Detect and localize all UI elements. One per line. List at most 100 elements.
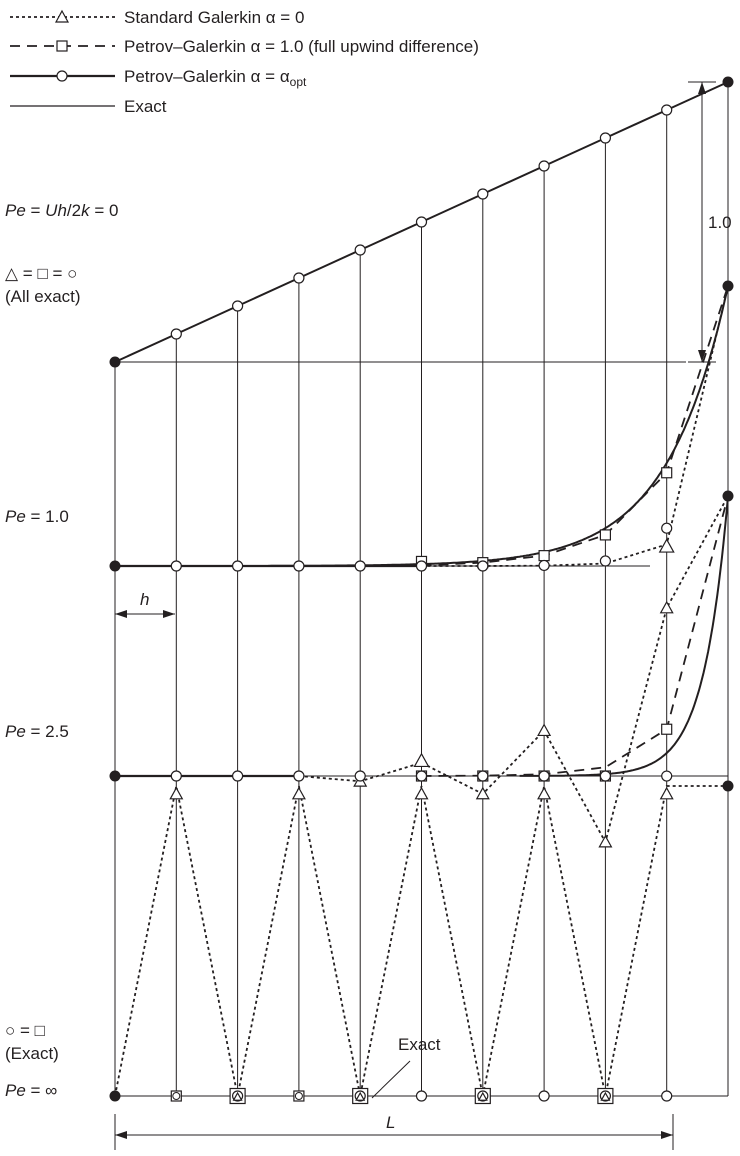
note-exact: (Exact) <box>5 1044 59 1063</box>
legend-label-upwind: Petrov–Galerkin α = 1.0 (full upwind dif… <box>124 37 479 56</box>
node-circle-pe-1 <box>415 560 428 572</box>
pe-label-infinity: Pe = ∞ <box>5 1081 57 1100</box>
node-circle-pe-2-5 <box>599 770 612 782</box>
line-pe-2-5-upwind <box>421 495 729 777</box>
node-dot-pe-2-5-left <box>109 770 121 782</box>
line-pe-1-exact <box>268 285 729 567</box>
legend-label-optimal: Petrov–Galerkin α = αopt <box>124 67 307 89</box>
node-square-pe-1 <box>661 467 673 479</box>
node-triangle-pe-infinity <box>169 786 184 800</box>
node-triangle-pe-infinity <box>477 1091 488 1101</box>
node-circle-pe-0 <box>599 132 612 144</box>
dimension-h: h <box>115 590 175 618</box>
node-circle-pe-0 <box>293 272 305 284</box>
node-circle-pe-2-5 <box>538 770 550 782</box>
pe-label-1: Pe = 1.0 <box>5 507 69 526</box>
node-circle-pe-1 <box>170 560 182 572</box>
node-circle-pe-1 <box>477 560 489 572</box>
node-circle-pe-0 <box>232 300 244 312</box>
node-circle-pe-0 <box>477 188 489 200</box>
arrow-right-icon <box>163 610 175 618</box>
node-circle-pe-0 <box>170 328 182 340</box>
node-dot-pe-0-right <box>722 76 734 88</box>
note-all-exact: (All exact) <box>5 287 81 306</box>
node-square-pe-1 <box>538 550 550 562</box>
node-square-pe-1 <box>599 529 612 541</box>
node-triangle-pe-infinity <box>291 786 306 800</box>
node-circle-pe-0 <box>538 160 550 172</box>
node-triangle-pe-2-5 <box>598 834 613 848</box>
node-circle-pe-infinity <box>538 1090 550 1102</box>
node-triangle-pe-infinity <box>232 1091 243 1101</box>
square-marker-icon <box>56 40 68 52</box>
node-dot-pe-infinity-left <box>109 1090 121 1102</box>
arrow-left-icon <box>115 1131 127 1139</box>
legend-entry-exact: Exact <box>10 97 167 116</box>
node-circle-pe-0 <box>354 244 366 256</box>
node-triangle-pe-2-5 <box>659 600 674 614</box>
node-triangle-pe-infinity <box>355 1091 366 1101</box>
node-circle-pe-2-5 <box>232 770 244 782</box>
line-pe-infinity-galerkin <box>114 785 728 1097</box>
dimension-height: 1.0 <box>688 81 732 363</box>
legend-entry-upwind: Petrov–Galerkin α = 1.0 (full upwind dif… <box>10 37 479 56</box>
node-square-pe-2-5 <box>661 723 673 735</box>
node-triangle-pe-infinity <box>659 786 674 800</box>
node-dot-pe-1-left <box>109 560 121 572</box>
plot-area <box>109 76 734 1105</box>
node-circle-pe-1 <box>661 522 673 534</box>
node-dot-pe-infinity-right <box>722 780 734 792</box>
note-all-equal: △ = □ = ○ <box>5 264 77 283</box>
arrow-left-icon <box>115 610 127 618</box>
node-circle-pe-infinity <box>415 1090 428 1102</box>
line-pe-1-upwind <box>421 285 729 567</box>
node-dot-pe-0-left <box>109 356 121 368</box>
node-circle-pe-infinity <box>172 1092 181 1100</box>
node-triangle-pe-infinity <box>537 786 552 800</box>
circle-marker-icon <box>56 70 68 82</box>
arrow-right-icon <box>661 1131 673 1139</box>
node-circle-pe-2-5 <box>661 770 673 782</box>
arrow-down-icon <box>698 350 706 362</box>
node-circle-pe-2-5 <box>354 770 366 782</box>
legend-entry-optimal: Petrov–Galerkin α = αopt <box>10 67 307 89</box>
node-triangle-pe-1 <box>658 538 675 553</box>
triangle-marker-icon <box>54 9 70 23</box>
dimension-length: L <box>114 1113 674 1150</box>
line-pe-2-5-galerkin <box>298 495 729 845</box>
node-dot-pe-2-5-right <box>722 490 734 502</box>
node-circle-pe-1 <box>232 560 244 572</box>
node-triangle-pe-2-5 <box>413 752 430 768</box>
arrow-up-icon <box>698 82 706 94</box>
node-triangle-pe-infinity <box>414 786 429 800</box>
legend-label-galerkin: Standard Galerkin α = 0 <box>124 8 304 27</box>
legend-entry-galerkin: Standard Galerkin α = 0 <box>10 8 304 27</box>
legend: Standard Galerkin α = 0 Petrov–Galerkin … <box>10 8 479 116</box>
node-dot-pe-1-right <box>722 280 734 292</box>
length-label: L <box>386 1113 395 1132</box>
note-circle-square: ○ = □ <box>5 1021 45 1040</box>
legend-label-exact: Exact <box>124 97 167 116</box>
node-circle-pe-2-5 <box>293 770 305 782</box>
node-circle-pe-1 <box>538 559 550 572</box>
pe-label-2-5: Pe = 2.5 <box>5 722 69 741</box>
exact-callout-leader <box>371 1060 411 1099</box>
node-circle-pe-2-5 <box>415 770 428 782</box>
node-circle-pe-0 <box>661 104 673 116</box>
node-circle-pe-1 <box>293 560 305 572</box>
node-circle-pe-1 <box>354 560 366 572</box>
node-triangle-pe-2-5 <box>475 786 490 800</box>
height-label: 1.0 <box>708 213 732 232</box>
node-circle-pe-infinity <box>294 1092 303 1100</box>
node-triangle-pe-infinity <box>600 1091 611 1101</box>
h-label: h <box>140 590 149 609</box>
node-circle-pe-1 <box>599 555 612 567</box>
exact-callout: Exact <box>371 1035 441 1099</box>
pe-label-zero: Pe = Uh/2k = 0 <box>5 201 118 220</box>
case-labels: Pe = Uh/2k = 0 △ = □ = ○ (All exact) Pe … <box>5 201 118 1100</box>
exact-callout-label: Exact <box>398 1035 441 1054</box>
node-triangle-pe-2-5 <box>537 723 552 737</box>
node-circle-pe-infinity <box>661 1090 673 1102</box>
node-circle-pe-2-5 <box>170 770 182 782</box>
